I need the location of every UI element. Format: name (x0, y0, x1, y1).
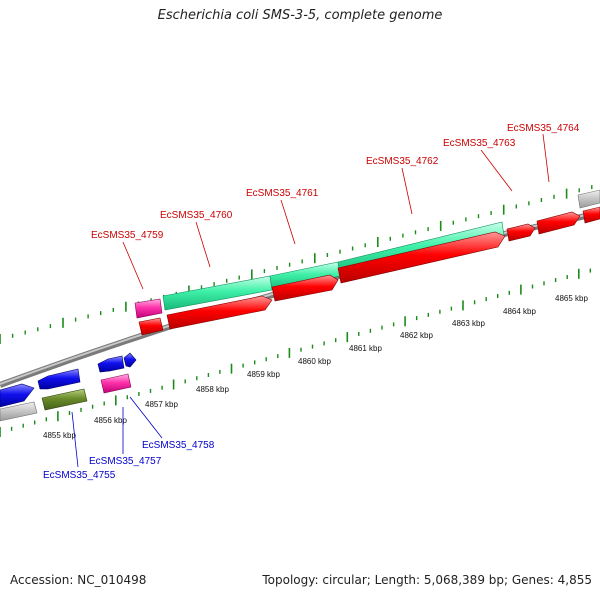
gene-label-4761: EcSMS35_4761 (246, 188, 319, 199)
scale-labels: 4855 kbp 4856 kbp 4857 kbp 4858 kbp 4859 kbp… (43, 294, 588, 440)
leader-4763 (480, 149, 513, 192)
gene-label-4763: EcSMS35_4763 (443, 138, 516, 149)
scale-label: 4858 kbp (196, 385, 229, 394)
gene-red-4759[interactable] (138, 317, 164, 336)
scale-label: 4862 kbp (400, 331, 433, 340)
scale-label: 4860 kbp (298, 357, 331, 366)
scale-label: 4865 kbp (555, 294, 588, 303)
tick-row-upper (0, 185, 593, 344)
leader-4755 (71, 411, 79, 468)
leader-4764 (542, 133, 550, 183)
map-title: Escherichia coli SMS-3-5, complete genom… (157, 8, 443, 23)
leader-4762 (401, 167, 413, 215)
gene-blue-2[interactable] (37, 368, 81, 390)
gene-grey-forward[interactable] (577, 189, 600, 209)
scale-label: 4863 kbp (452, 319, 485, 328)
gene-label-4764: EcSMS35_4764 (507, 123, 580, 134)
gene-pink-reverse[interactable] (100, 373, 132, 394)
gene-pink-forward[interactable] (134, 298, 163, 319)
leader-4760 (195, 221, 211, 268)
scale-label: 4857 kbp (145, 400, 178, 409)
scale-label: 4861 kbp (349, 344, 382, 353)
gene-blue-3[interactable] (97, 355, 125, 373)
gene-grey-reverse[interactable] (0, 401, 38, 422)
leader-4759 (122, 241, 144, 290)
gene-label-4762: EcSMS35_4762 (366, 156, 439, 167)
scale-label: 4864 kbp (503, 307, 536, 316)
gene-blue-4[interactable] (123, 352, 137, 368)
scale-label: 4856 kbp (94, 416, 127, 425)
genome-summary: Topology: circular; Length: 5,068,389 bp… (262, 573, 592, 587)
gene-red-4761[interactable] (271, 274, 339, 302)
gene-red-4764[interactable] (536, 211, 581, 235)
gene-red-4763[interactable] (506, 223, 536, 242)
gene-red-4760[interactable] (166, 295, 273, 330)
gene-label-4757: EcSMS35_4757 (89, 456, 162, 467)
gene-red-next[interactable] (582, 206, 600, 224)
gene-label-4755: EcSMS35_4755 (43, 470, 116, 481)
scale-label: 4859 kbp (247, 370, 280, 379)
scale-label: 4855 kbp (43, 431, 76, 440)
gene-label-4760: EcSMS35_4760 (160, 210, 233, 221)
gene-red-4762[interactable] (337, 231, 506, 284)
leader-4761 (280, 199, 296, 245)
gene-label-4758: EcSMS35_4758 (142, 440, 215, 451)
gene-label-4759: EcSMS35_4759 (91, 230, 164, 241)
tick-row-lower (0, 268, 591, 437)
gene-olive[interactable] (41, 388, 88, 411)
leader-4758 (129, 396, 163, 439)
gene-blue-1[interactable] (0, 383, 35, 408)
accession-label: Accession: NC_010498 (10, 573, 147, 587)
